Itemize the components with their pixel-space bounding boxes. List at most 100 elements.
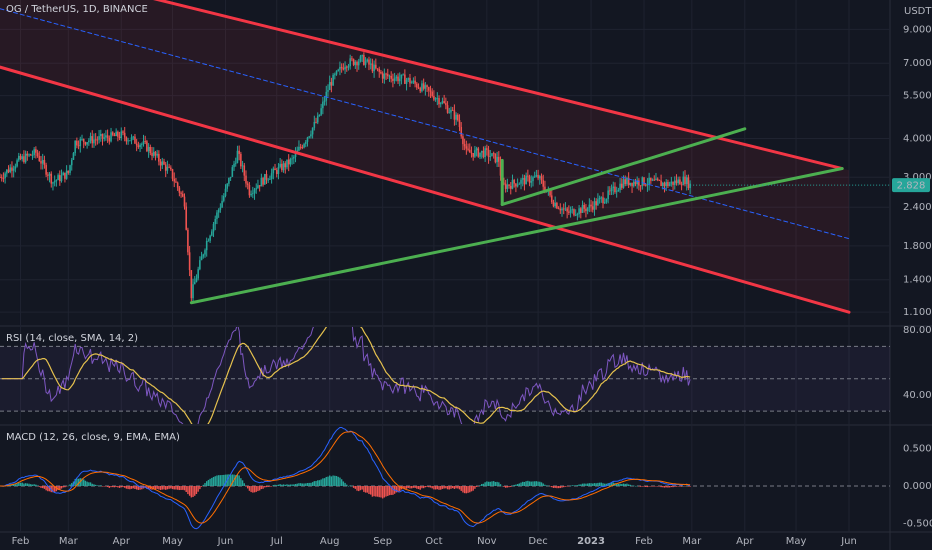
candle-body xyxy=(287,159,290,165)
candle-body xyxy=(94,139,97,141)
candle-body xyxy=(515,183,517,187)
x-tick-label: May xyxy=(786,536,807,547)
macd-histogram-bar xyxy=(475,486,478,487)
macd-histogram-bar xyxy=(586,483,589,486)
candle-body xyxy=(171,169,174,179)
candle-body xyxy=(108,137,111,142)
macd-histogram-bar xyxy=(631,485,633,487)
candle-body xyxy=(366,59,369,62)
macd-histogram-bar xyxy=(120,486,122,488)
macd-histogram-bar xyxy=(334,475,336,486)
candle-body xyxy=(82,138,85,143)
macd-histogram-bar xyxy=(419,486,421,490)
candle-body xyxy=(559,208,562,211)
macd-histogram-bar xyxy=(35,484,37,486)
candle-body xyxy=(188,252,191,271)
candle-body xyxy=(443,101,445,104)
macd-histogram-bar xyxy=(684,486,686,487)
candle-body xyxy=(487,149,490,157)
macd-histogram-bar xyxy=(363,486,365,492)
x-tick-label: Sep xyxy=(373,536,392,547)
macd-histogram-bar xyxy=(527,480,529,486)
candle-body xyxy=(658,179,661,181)
macd-histogram-bar xyxy=(651,486,654,487)
macd-histogram-bar xyxy=(342,481,345,486)
candle-body xyxy=(516,184,519,187)
macd-histogram-bar xyxy=(674,486,676,487)
candle-body xyxy=(498,156,500,162)
candle-body xyxy=(480,150,483,153)
candle-body xyxy=(77,145,80,147)
macd-histogram-bar xyxy=(284,484,286,486)
macd-histogram-bar xyxy=(214,476,216,486)
candle-body xyxy=(581,204,584,213)
macd-histogram-bar xyxy=(106,486,109,488)
macd-histogram-bar xyxy=(679,486,681,487)
macd-histogram-bar xyxy=(610,482,613,486)
trendline-drawings[interactable] xyxy=(0,0,890,314)
candle-body xyxy=(392,78,394,81)
candle-body xyxy=(134,136,136,144)
macd-histogram-bar xyxy=(368,486,370,495)
macd-histogram-bar xyxy=(498,482,500,486)
candle-body xyxy=(221,200,223,208)
candle-body xyxy=(41,159,44,164)
candle-body xyxy=(523,178,526,185)
candle-body xyxy=(602,197,604,204)
macd-histogram-bar xyxy=(351,485,353,487)
candle-body xyxy=(88,140,90,143)
macd-histogram-bar xyxy=(364,486,367,493)
macd-histogram-bar xyxy=(21,482,23,486)
macd-histogram-bar xyxy=(30,484,32,486)
macd-histogram-bar xyxy=(677,486,679,487)
macd-histogram-bar xyxy=(183,486,186,491)
macd-histogram-bar xyxy=(592,483,594,486)
macd-histogram-bar xyxy=(33,484,35,486)
candle-body xyxy=(74,140,76,154)
candle-body xyxy=(419,88,422,92)
macd-histogram-bar xyxy=(132,486,134,489)
triangle-bottom-line xyxy=(189,167,844,305)
y-tick-label: 2.400 xyxy=(903,202,932,213)
candle-body xyxy=(607,190,609,200)
candle-body xyxy=(156,153,158,156)
candle-body xyxy=(204,250,206,255)
macd-histogram-bar xyxy=(414,486,416,488)
candle-body xyxy=(216,212,218,220)
macd-histogram-bar xyxy=(243,483,245,486)
candle-body xyxy=(222,195,225,201)
macd-histogram-bar xyxy=(317,480,319,486)
candle-body xyxy=(335,70,338,75)
macd-histogram-bar xyxy=(325,476,327,486)
y-tick-label: 4.000 xyxy=(903,134,932,145)
candle-body xyxy=(342,68,345,70)
candle-body xyxy=(486,148,488,150)
macd-histogram-bar xyxy=(293,484,295,486)
candle-body xyxy=(125,137,128,142)
macd-histogram-bar xyxy=(634,485,637,487)
macd-histogram-bar xyxy=(335,475,338,486)
rsi-pane xyxy=(0,327,890,424)
candle-body xyxy=(549,190,551,196)
candle-body xyxy=(340,66,343,69)
candle-body xyxy=(373,64,375,72)
candle-body xyxy=(299,146,302,148)
macd-histogram-bar xyxy=(522,481,524,486)
candle-body xyxy=(48,173,51,176)
macd-histogram-bar xyxy=(217,475,220,486)
macd-histogram-bar xyxy=(103,486,105,487)
macd-histogram-bar xyxy=(376,486,379,497)
macd-histogram-bar xyxy=(337,476,339,486)
macd-histogram-bar xyxy=(438,486,440,490)
candle-body xyxy=(583,204,586,209)
macd-histogram-bar xyxy=(499,484,502,486)
x-tick-label: 2023 xyxy=(577,536,605,547)
candle-body xyxy=(11,167,13,171)
macd-histogram-bar xyxy=(445,486,447,489)
macd-histogram-bar xyxy=(569,485,572,487)
candle-body xyxy=(226,183,228,189)
candle-body xyxy=(303,143,305,148)
candle-body xyxy=(158,153,160,162)
macd-histogram-bar xyxy=(315,481,317,486)
